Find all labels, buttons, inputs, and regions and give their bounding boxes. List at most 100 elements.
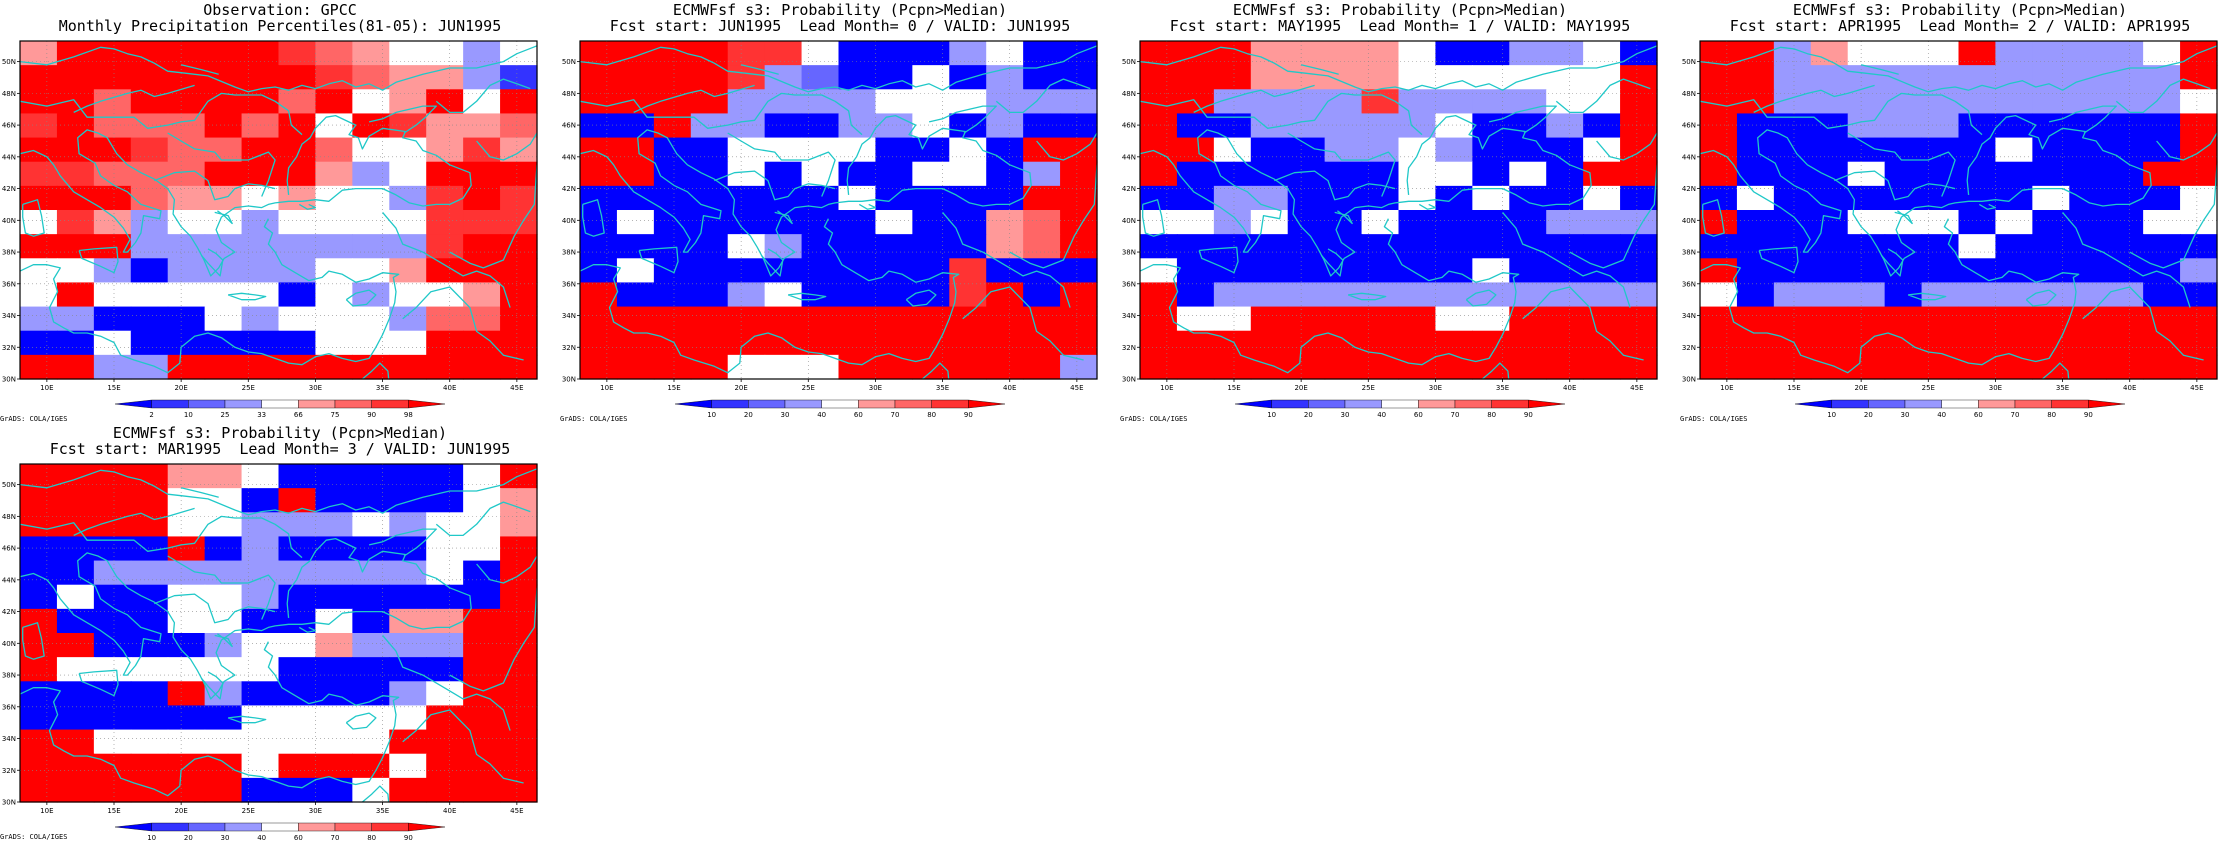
grid-cell (1023, 41, 1061, 66)
panel-2-grads-label: GrADS: COLA/IGES (1120, 415, 1188, 423)
grid-cell (20, 536, 58, 562)
grid-cell (2069, 89, 2107, 115)
grid-cell (616, 185, 655, 211)
grid-cell (949, 113, 987, 139)
coastlines (1140, 45, 1657, 379)
grid-cell (2032, 137, 2070, 163)
grid-cell (1847, 41, 1886, 66)
coastline-path (1334, 210, 1353, 225)
grid-cell (2069, 113, 2107, 139)
coastline-path (167, 132, 276, 197)
grid-cell (93, 705, 132, 731)
grid-cell (2143, 354, 2181, 380)
grid-cell (1583, 306, 1621, 332)
grid-cell (278, 777, 317, 803)
grid-cell (1995, 306, 2033, 332)
grid-cell (463, 705, 501, 731)
colorbar-label: 30 (221, 834, 230, 842)
grid-cell (1546, 41, 1584, 66)
grid-cell (204, 705, 243, 731)
grid-cell (875, 113, 913, 139)
grid-cell (1509, 89, 1547, 115)
grid-cell (278, 512, 317, 538)
colorbar-label: 80 (2047, 411, 2056, 419)
grid-cell (1810, 234, 1849, 259)
grid-cell (949, 41, 987, 66)
grid-cell (764, 330, 803, 356)
grid-cell (56, 41, 95, 66)
grid-cell (389, 633, 427, 658)
colorbar-segment (1868, 399, 1906, 409)
grid-cell (278, 753, 317, 779)
grid-cell (315, 729, 353, 755)
lon-tick-label: 45E (510, 384, 523, 392)
grid-cell (1810, 210, 1849, 235)
coastline-path (1009, 164, 1097, 269)
grid-cell (315, 161, 353, 187)
lon-tick-label: 10E (40, 807, 53, 815)
grid-cell (838, 89, 877, 115)
colorbar-label: 80 (1487, 411, 1496, 419)
coastline-path (214, 210, 233, 225)
map-frame (19, 40, 538, 380)
grid-cell (426, 777, 464, 803)
coastline-path (78, 246, 119, 274)
grid-cell (1398, 354, 1437, 380)
colorbar-segment (334, 822, 372, 832)
grid-cell (352, 330, 390, 356)
grid-cell (1472, 185, 1510, 211)
grid-cell (580, 137, 618, 163)
grid-cell (616, 234, 655, 259)
panel-0-title: Observation: GPCC Monthly Precipitation P… (0, 2, 560, 34)
grid-cell (352, 89, 390, 115)
lon-tick-label: 35E (376, 384, 389, 392)
grid-cell (241, 536, 280, 562)
grid-cell (352, 464, 390, 489)
grid-cell (1213, 185, 1252, 211)
grid-cell (1620, 161, 1658, 187)
grid-cell (1435, 354, 1473, 380)
colorbar-label: 10 (1827, 411, 1836, 419)
grid-cell (1213, 234, 1252, 259)
colorbar: 10 20 30 40 60 70 80 90 (1794, 399, 2126, 419)
coastline-path (154, 170, 276, 201)
colorbar-label: 80 (367, 834, 376, 842)
grid-cell (241, 354, 280, 380)
grid-cell (1995, 41, 2033, 66)
colorbar-label: 60 (854, 411, 863, 419)
colorbar-segment (151, 822, 189, 832)
coastline-path (20, 45, 537, 93)
coastline-path (227, 292, 267, 301)
grid-cell (1250, 89, 1289, 115)
grid-cell (653, 258, 692, 284)
lat-tick-label: 30N (1682, 376, 1696, 384)
grid-cell (130, 488, 169, 513)
grid-cell (241, 306, 280, 332)
lat-tick-label: 48N (1122, 90, 1136, 98)
grid-cell (1324, 330, 1363, 356)
grid-cell (278, 161, 317, 187)
coastline-path (1702, 199, 1725, 237)
precip-cells (1700, 41, 2218, 380)
grid-cell (1773, 282, 1812, 308)
grid-cell (1921, 234, 1960, 259)
coastline-path (1465, 289, 1497, 307)
grid-cell (1847, 282, 1886, 308)
grid-cell (463, 729, 501, 755)
grid-cell (20, 488, 58, 513)
grid-cell (1435, 306, 1473, 332)
grid-cell (1773, 65, 1812, 90)
grid-cell (2106, 306, 2144, 332)
grid-cell (1884, 161, 1923, 187)
grid-cell (426, 185, 464, 211)
colorbar-segment (711, 399, 749, 409)
colorbar-segment (1344, 399, 1382, 409)
grid-cell (1884, 330, 1923, 356)
lat-tick-label: 48N (2, 513, 16, 521)
coastline-path (2062, 211, 2191, 308)
grid-cell (130, 633, 169, 658)
grid-cell (93, 560, 132, 586)
grid-cell (690, 354, 729, 380)
panel-1-title: ECMWFsf s3: Probability (Pcpn>Median) Fcs… (560, 2, 1120, 34)
grid-cell (352, 161, 390, 187)
